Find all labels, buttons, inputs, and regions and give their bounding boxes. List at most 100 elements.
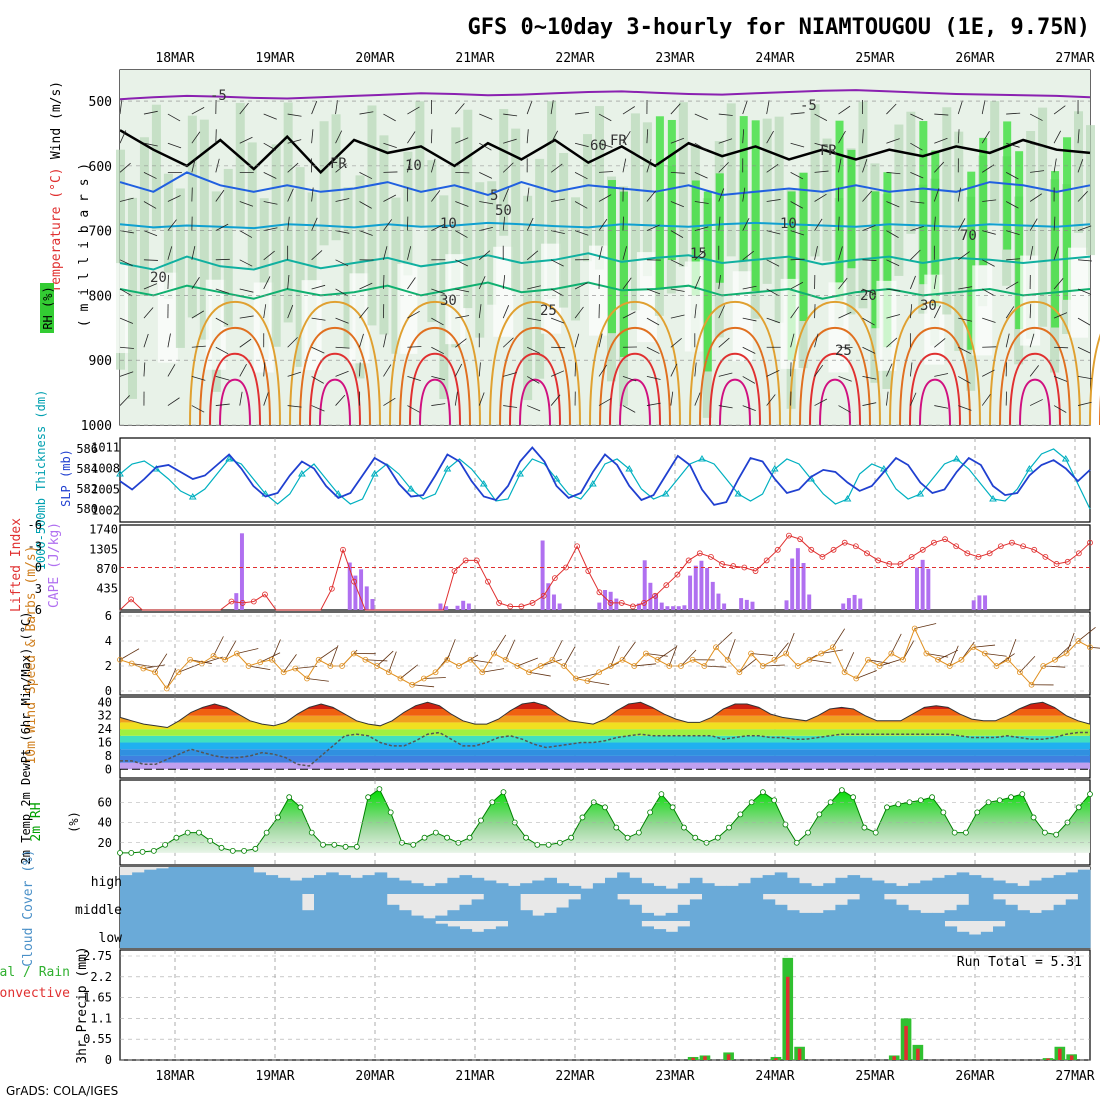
date-label-top: 18MAR [155, 51, 194, 66]
wind-barb [263, 113, 277, 120]
wind-barb [910, 392, 917, 406]
temp-band [120, 742, 1090, 750]
wind-barb [191, 345, 206, 348]
wind-marker [117, 656, 123, 663]
wind-barb [311, 376, 324, 384]
wind-barb [143, 171, 157, 179]
wind-barb [790, 306, 800, 319]
cloud-cell-high [532, 880, 545, 894]
wind-barb [454, 363, 463, 377]
rh-marker [963, 829, 969, 836]
li-marker [685, 557, 692, 564]
date-label-bottom: 24MAR [755, 1069, 794, 1084]
cloud-cell-high [156, 868, 169, 894]
contour-label: -5 [800, 98, 817, 114]
wind-barb [718, 138, 733, 144]
wind-barb [359, 333, 364, 348]
wind-barb [670, 338, 682, 348]
wind-marker [958, 656, 965, 663]
rh-shade-dry [732, 271, 753, 362]
temp-ytick: 40 [98, 695, 112, 709]
rh-marker [128, 849, 135, 856]
rh-marker [861, 824, 868, 831]
wind-barb [167, 397, 180, 406]
cloud-cell-middle [386, 904, 400, 921]
cloud-level-label: low [99, 931, 123, 946]
wind-barb [981, 394, 991, 406]
wind-ytick: 4 [105, 634, 112, 648]
wind-barb [119, 130, 127, 144]
wind-barb [934, 338, 946, 348]
rh-shade [247, 142, 257, 268]
wind-barb [311, 129, 314, 144]
wind-barb [910, 142, 923, 151]
wind-barb [814, 193, 827, 202]
wind-barb [862, 317, 875, 326]
wind-barb [814, 170, 829, 173]
wind-barb [431, 403, 446, 406]
cloud-cell-low [629, 921, 642, 948]
cloud-cell-low [568, 921, 582, 948]
cloud-cell-low [859, 921, 873, 948]
wind-barb [239, 338, 252, 348]
wind-marker [643, 650, 649, 657]
wind-barb [742, 317, 757, 322]
cloud-cell-low [932, 921, 945, 948]
thickness-marker [225, 455, 234, 462]
contour-label: 10 [405, 158, 422, 174]
wind-barb [1029, 113, 1043, 121]
cape-bar [977, 595, 982, 610]
wind-barb [191, 246, 196, 260]
cape-bar [603, 590, 607, 610]
contour-label: 5 [490, 188, 498, 204]
wind-marker [1052, 656, 1058, 663]
cloud-cell-high [956, 872, 970, 894]
surface-barb [493, 634, 507, 654]
wind-barb [982, 288, 995, 297]
wind-marker [596, 669, 603, 676]
cloud-cell-high [144, 869, 157, 894]
wind-barb [718, 162, 729, 173]
warm-contour [889, 300, 981, 426]
date-label-bottom: 25MAR [855, 1069, 894, 1084]
wind-barb [479, 171, 493, 179]
thickness-marker [588, 480, 597, 487]
cloud-cell-middle [314, 894, 327, 921]
ua-ytick: 700 [89, 225, 112, 240]
li-marker [451, 568, 458, 574]
wind-barb [167, 274, 169, 289]
wind-marker [1028, 681, 1035, 688]
warm-contour [709, 352, 761, 426]
thickness-marker [116, 470, 124, 477]
wind-barb [191, 131, 201, 144]
wind-barb [886, 171, 901, 175]
wind-barb [598, 142, 613, 148]
wind-barb [838, 277, 848, 290]
cape-bar [642, 560, 647, 610]
wind-barb [742, 285, 757, 290]
rh-marker [951, 829, 958, 836]
cloud-cell-high [301, 877, 315, 894]
wind-barb [862, 129, 864, 144]
cloud-cell-low [896, 921, 909, 948]
temp-band [120, 729, 1090, 736]
cloud-cell-high [811, 885, 824, 894]
warm-contour [209, 352, 261, 426]
wind-barb [119, 162, 131, 173]
precip-ytick: 1.65 [83, 991, 112, 1005]
surface-barb [1089, 646, 1100, 649]
rh-shade-moist [871, 191, 880, 329]
wind-barb [335, 230, 350, 234]
cloud-cell-middle [835, 904, 848, 921]
wind-barb [574, 306, 584, 319]
wind-barb [263, 276, 271, 290]
date-label-top: 23MAR [655, 51, 694, 66]
wind-barb [814, 333, 819, 348]
warm-contour [589, 300, 681, 426]
cape-bar [665, 606, 670, 610]
rh-shade [391, 197, 401, 354]
surface-barb [973, 644, 996, 648]
wind-barb [790, 142, 805, 148]
rh-marker [771, 797, 778, 804]
wind-barb [550, 370, 565, 377]
